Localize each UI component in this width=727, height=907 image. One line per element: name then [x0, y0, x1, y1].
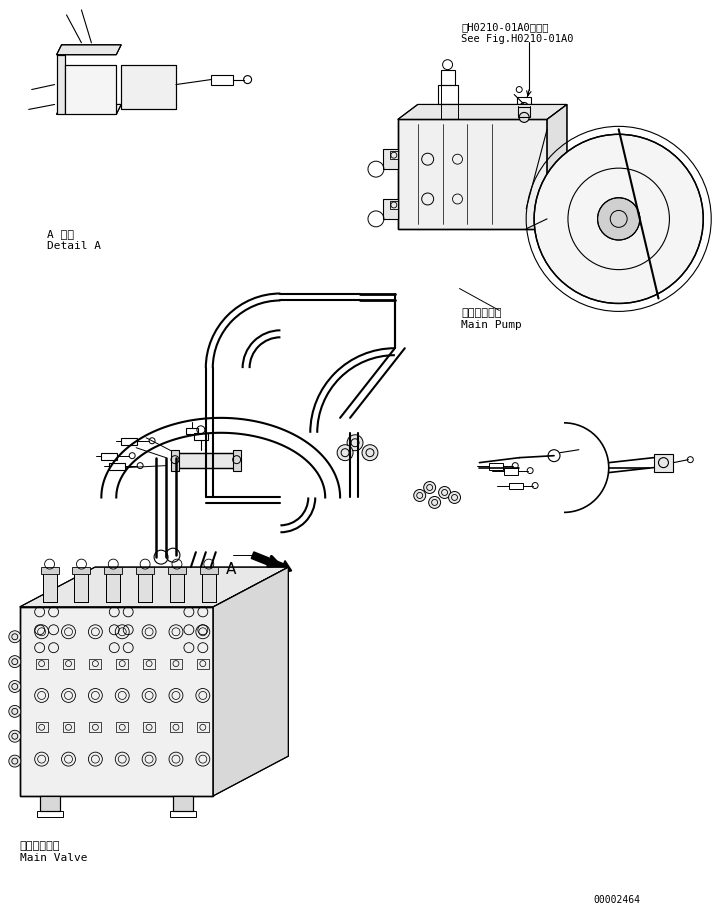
Polygon shape — [65, 64, 116, 114]
Polygon shape — [398, 120, 547, 229]
Bar — [170, 572, 184, 602]
Bar — [517, 96, 531, 106]
Bar — [170, 658, 182, 668]
Bar — [489, 463, 503, 470]
Polygon shape — [20, 567, 289, 607]
Bar — [104, 567, 122, 574]
Bar — [40, 796, 60, 811]
Polygon shape — [57, 104, 121, 114]
Bar — [89, 658, 101, 668]
Circle shape — [9, 730, 21, 742]
Bar — [173, 796, 193, 811]
Polygon shape — [57, 54, 65, 114]
Polygon shape — [547, 104, 567, 229]
Bar — [170, 572, 184, 602]
Bar — [143, 722, 155, 732]
Bar — [197, 658, 209, 668]
Bar — [138, 572, 152, 602]
Bar — [390, 151, 398, 160]
Bar — [202, 572, 216, 602]
Circle shape — [424, 482, 435, 493]
Bar — [109, 463, 125, 470]
Polygon shape — [213, 567, 289, 796]
Bar — [173, 796, 193, 811]
Circle shape — [438, 486, 451, 499]
Bar — [518, 107, 530, 117]
Circle shape — [9, 680, 21, 692]
Circle shape — [9, 630, 21, 643]
Bar — [505, 468, 518, 474]
Bar — [170, 722, 182, 732]
Bar — [116, 722, 128, 732]
Bar — [170, 811, 196, 817]
Bar — [36, 811, 63, 817]
Circle shape — [337, 444, 353, 461]
Text: メインポンプ: メインポンプ — [462, 308, 502, 318]
Bar — [106, 572, 120, 602]
Circle shape — [9, 706, 21, 717]
Text: See Fig.H0210-01A0: See Fig.H0210-01A0 — [462, 34, 574, 44]
Bar — [43, 572, 57, 602]
Circle shape — [519, 112, 529, 122]
Bar — [106, 572, 120, 602]
Bar — [186, 428, 198, 434]
Text: Main Pump: Main Pump — [462, 320, 522, 330]
Text: 00002464: 00002464 — [594, 895, 640, 905]
Text: 第H0210-01A0図参照: 第H0210-01A0図参照 — [462, 22, 549, 32]
Polygon shape — [398, 104, 567, 120]
Bar — [121, 438, 137, 444]
FancyArrow shape — [252, 552, 292, 573]
Bar — [438, 84, 457, 104]
Bar — [233, 450, 241, 471]
Circle shape — [598, 198, 640, 240]
Text: Detail A: Detail A — [47, 240, 100, 250]
Bar — [390, 201, 398, 209]
Bar — [509, 483, 523, 490]
Polygon shape — [121, 64, 176, 110]
Bar — [194, 433, 208, 440]
Bar — [441, 70, 454, 84]
Text: A 詳細: A 詳細 — [47, 229, 73, 239]
Bar — [654, 454, 673, 472]
Circle shape — [534, 134, 703, 304]
Polygon shape — [57, 44, 121, 54]
Bar — [176, 453, 236, 468]
Bar — [43, 572, 57, 602]
Bar — [74, 572, 89, 602]
Circle shape — [362, 444, 378, 461]
Bar — [89, 722, 101, 732]
Circle shape — [9, 656, 21, 668]
Bar — [136, 567, 154, 574]
Bar — [41, 567, 59, 574]
Bar — [383, 150, 398, 169]
Circle shape — [414, 490, 426, 502]
Circle shape — [9, 756, 21, 767]
Bar — [171, 450, 179, 471]
Bar — [63, 722, 74, 732]
Text: メインバルブ: メインバルブ — [20, 841, 60, 851]
Bar — [383, 199, 398, 219]
Bar — [202, 572, 216, 602]
Bar — [168, 567, 186, 574]
Bar — [101, 453, 117, 460]
Bar — [138, 572, 152, 602]
Polygon shape — [20, 607, 213, 796]
Bar — [36, 658, 47, 668]
Bar — [211, 74, 233, 84]
Bar — [36, 722, 47, 732]
Bar — [116, 658, 128, 668]
Bar — [176, 453, 236, 468]
Circle shape — [347, 434, 363, 451]
Bar — [74, 572, 89, 602]
Bar — [63, 658, 74, 668]
Bar — [73, 567, 90, 574]
Bar — [197, 722, 209, 732]
Circle shape — [449, 492, 460, 503]
Circle shape — [429, 496, 441, 509]
Bar — [40, 796, 60, 811]
Text: A: A — [225, 562, 236, 577]
Bar — [200, 567, 218, 574]
Text: Main Valve: Main Valve — [20, 853, 87, 863]
Bar — [143, 658, 155, 668]
